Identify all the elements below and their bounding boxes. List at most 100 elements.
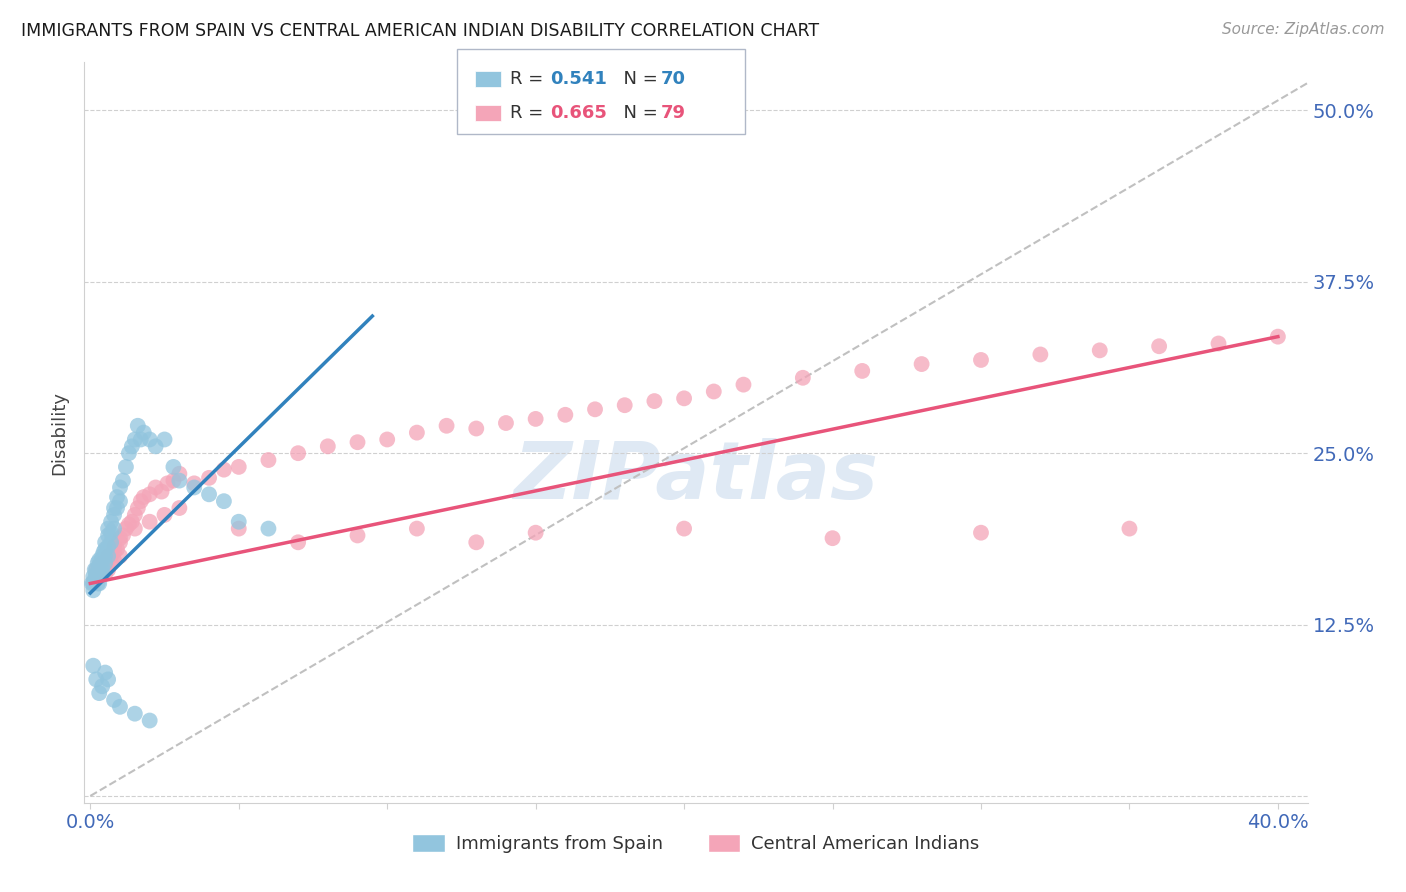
Text: 70: 70: [661, 70, 686, 87]
Point: [84, 563, 107, 577]
Point: [111, 474, 134, 488]
Point: [90, 556, 112, 570]
Point: [89, 686, 111, 700]
Point: [103, 553, 125, 567]
Point: [91, 563, 114, 577]
Point: [87, 576, 110, 591]
Point: [1208, 336, 1230, 351]
Point: [94, 535, 117, 549]
Point: [406, 425, 429, 440]
Point: [228, 522, 250, 536]
Point: [84, 566, 107, 581]
Text: ZIPatlas: ZIPatlas: [513, 438, 879, 516]
Point: [792, 371, 814, 385]
Point: [89, 566, 111, 581]
Point: [118, 446, 141, 460]
Point: [970, 525, 993, 540]
Point: [495, 416, 517, 430]
Point: [169, 474, 191, 488]
Point: [673, 392, 696, 406]
Text: 79: 79: [661, 103, 686, 121]
Point: [97, 540, 120, 554]
Point: [287, 535, 309, 549]
Point: [89, 553, 111, 567]
Text: N =: N =: [612, 70, 664, 87]
Point: [162, 474, 184, 488]
Point: [150, 484, 173, 499]
Point: [108, 480, 131, 494]
Point: [257, 453, 280, 467]
Point: [169, 501, 191, 516]
Point: [316, 439, 339, 453]
Point: [83, 563, 105, 577]
Point: [228, 515, 250, 529]
Point: [703, 384, 725, 399]
Point: [83, 572, 105, 586]
Legend: Immigrants from Spain, Central American Indians: Immigrants from Spain, Central American …: [405, 827, 987, 861]
Point: [124, 433, 146, 447]
Point: [198, 471, 221, 485]
Point: [91, 553, 114, 567]
Point: [108, 531, 131, 545]
Point: [375, 433, 398, 447]
Point: [84, 572, 107, 586]
Point: [103, 522, 125, 536]
Point: [97, 563, 120, 577]
Point: [127, 501, 149, 516]
Point: [132, 425, 155, 440]
Point: [89, 563, 111, 577]
Point: [84, 569, 107, 583]
Point: [82, 658, 104, 673]
Text: R =: R =: [510, 103, 550, 121]
Point: [129, 433, 152, 447]
Point: [100, 549, 122, 563]
Point: [103, 693, 125, 707]
Point: [127, 418, 149, 433]
Point: [910, 357, 932, 371]
Point: [84, 569, 107, 583]
Point: [91, 679, 114, 693]
Point: [183, 480, 205, 494]
Point: [97, 549, 120, 563]
Text: IMMIGRANTS FROM SPAIN VS CENTRAL AMERICAN INDIAN DISABILITY CORRELATION CHART: IMMIGRANTS FROM SPAIN VS CENTRAL AMERICA…: [21, 22, 820, 40]
Point: [554, 408, 576, 422]
Point: [183, 476, 205, 491]
Point: [97, 549, 120, 563]
Point: [94, 556, 117, 570]
Point: [970, 353, 993, 368]
Point: [1088, 343, 1111, 358]
Text: 0.665: 0.665: [550, 103, 606, 121]
Point: [82, 583, 104, 598]
Point: [100, 515, 122, 529]
Point: [94, 542, 117, 557]
Point: [80, 576, 103, 591]
Point: [524, 412, 547, 426]
Point: [162, 459, 184, 474]
Point: [465, 535, 488, 549]
Point: [100, 535, 122, 549]
Point: [138, 714, 160, 728]
Point: [406, 522, 429, 536]
Point: [851, 364, 873, 378]
Point: [94, 665, 117, 680]
Point: [583, 402, 606, 417]
Text: 0.541: 0.541: [550, 70, 606, 87]
Point: [287, 446, 309, 460]
Point: [97, 528, 120, 542]
Point: [91, 558, 114, 573]
Point: [115, 522, 138, 536]
Point: [91, 556, 114, 570]
Point: [91, 563, 114, 577]
Point: [156, 476, 179, 491]
Point: [436, 418, 458, 433]
Point: [115, 459, 138, 474]
Point: [1147, 339, 1170, 353]
Point: [89, 558, 111, 573]
Point: [153, 433, 176, 447]
Point: [94, 558, 117, 573]
Point: [118, 517, 141, 532]
Point: [169, 467, 191, 481]
Point: [91, 549, 114, 563]
Point: [129, 494, 152, 508]
Point: [346, 528, 368, 542]
